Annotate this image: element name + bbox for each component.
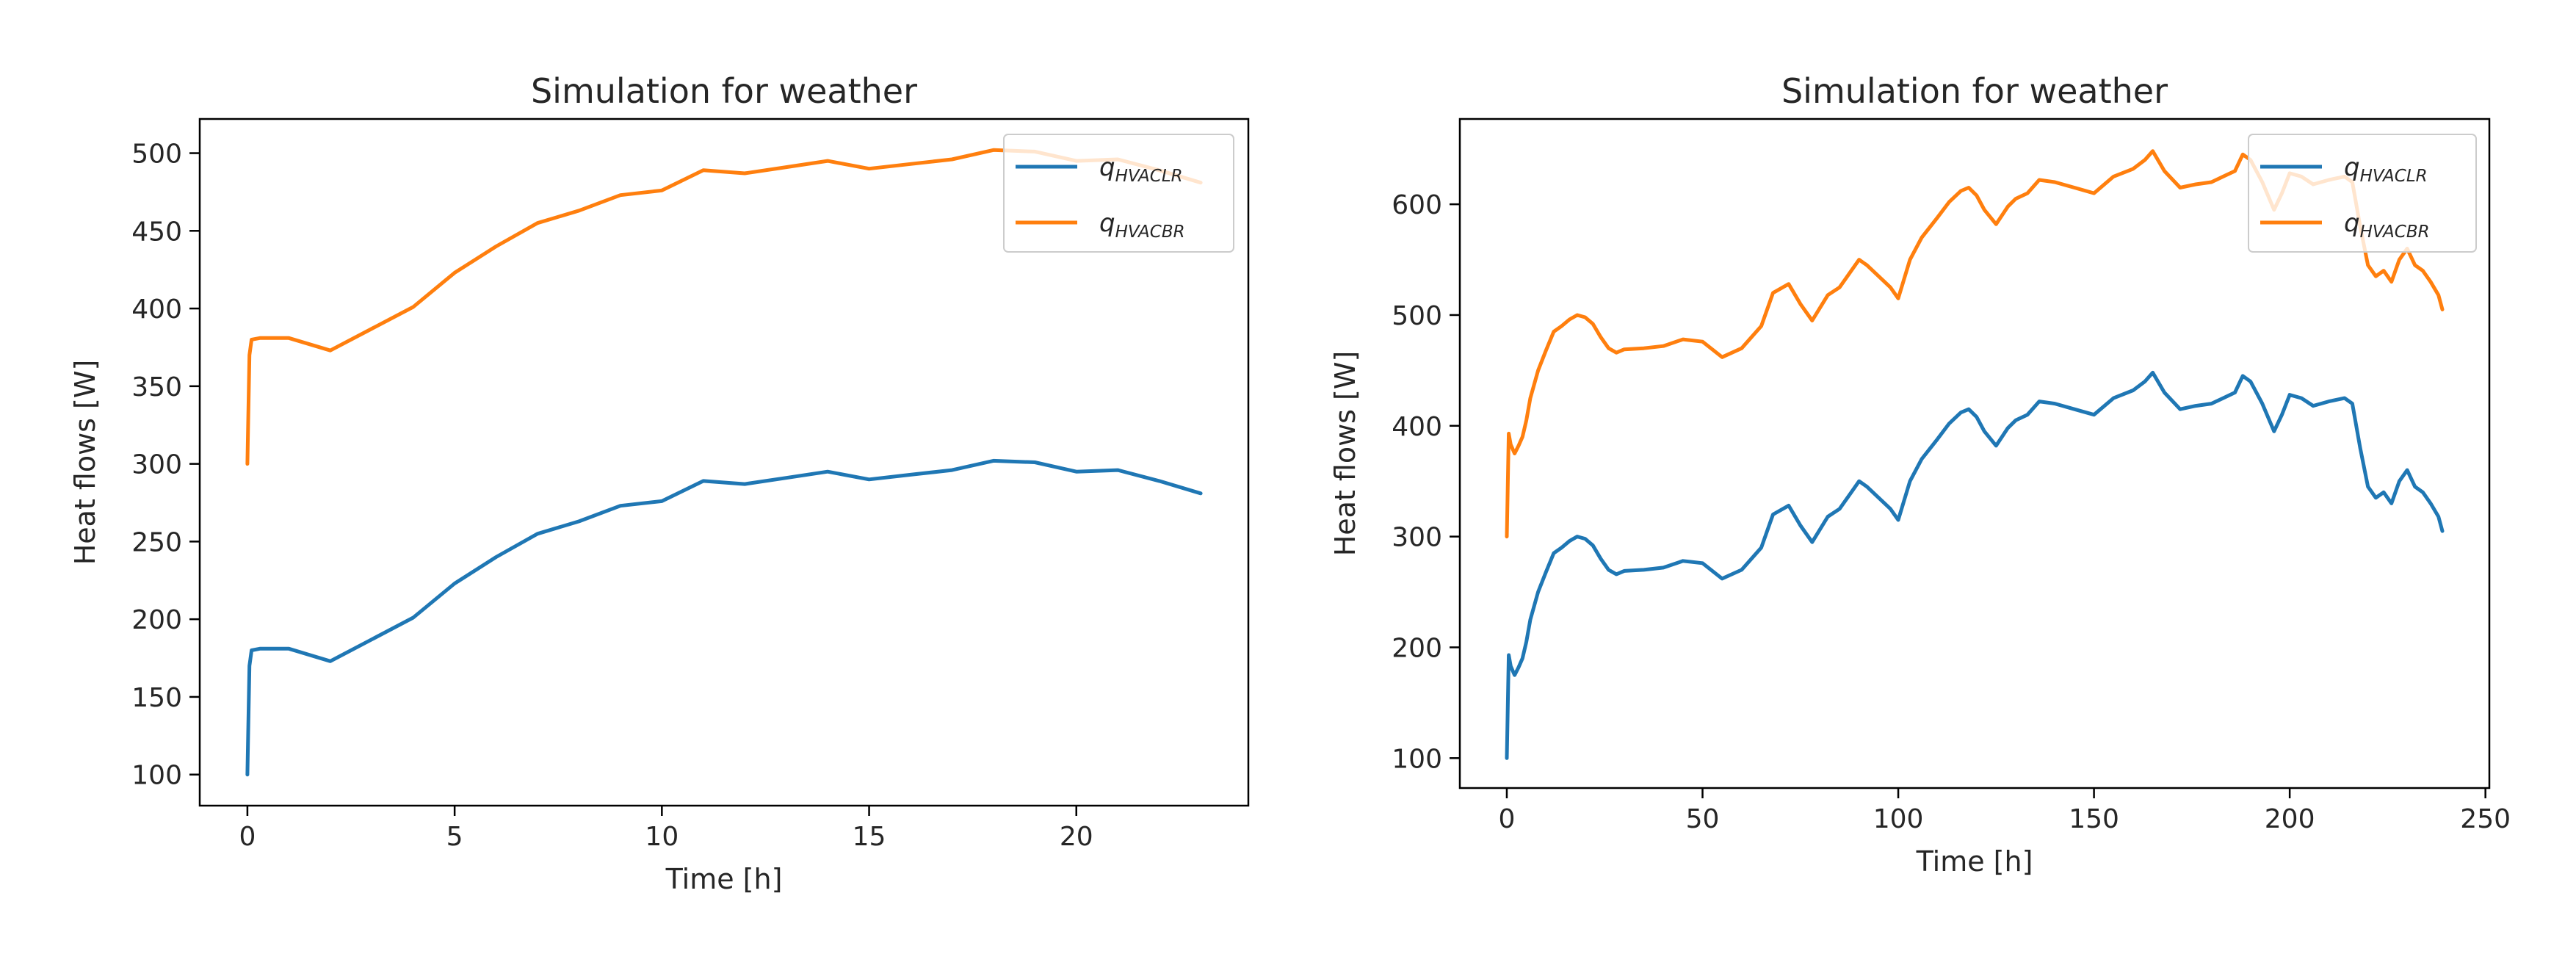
y-tick-label: 200: [1392, 633, 1442, 663]
series-line-hvaclr: [245, 458, 1203, 777]
legend-label-subscript: HVACBR: [1115, 223, 1185, 242]
chart-right: 0 50 100 150 200 250 100 200 300 400 500 600 Simulat…: [1329, 71, 2511, 878]
legend-label-subscript: HVACLR: [2360, 167, 2428, 186]
y-tick-label: 600: [1392, 190, 1442, 220]
plot-frame: [1458, 118, 2491, 789]
chart-left: 0 5 10 15 20 100 150 200 250 300 350 400 450 500 Simul…: [69, 71, 1250, 895]
legend-label-subscript: HVACBR: [2360, 223, 2430, 242]
x-tick-label: 200: [2265, 804, 2315, 834]
chart-title: Simulation for weather: [1781, 71, 2168, 111]
plot-frame: [198, 118, 1250, 807]
x-tick-label: 15: [853, 822, 886, 852]
legend-label-base: q: [2344, 209, 2360, 238]
y-axis-label: Heat flows [W]: [69, 360, 101, 565]
y-tick-label: 400: [131, 294, 182, 325]
legend-label: qHVACLR: [2344, 153, 2428, 186]
y-tick-label: 500: [131, 140, 182, 170]
y-tick-label: 300: [1392, 523, 1442, 553]
x-tick-label: 10: [645, 822, 679, 852]
x-axis-label: Time [h]: [665, 863, 783, 895]
chart-title: Simulation for weather: [531, 71, 917, 111]
legend-label-base: q: [1099, 153, 1115, 182]
x-tick-label: 50: [1686, 804, 1720, 834]
y-tick-label: 450: [131, 217, 182, 247]
legend-label-subscript: HVACLR: [1115, 167, 1183, 186]
x-tick-label: 0: [1499, 804, 1516, 834]
x-tick-label: 150: [2069, 804, 2119, 834]
x-tick-label: 100: [1873, 804, 1924, 834]
y-tick-label: 100: [131, 761, 182, 791]
x-tick-label: 250: [2460, 804, 2511, 834]
x-tick-label: 0: [239, 822, 256, 852]
legend-label-base: q: [1099, 209, 1115, 238]
series-line-hvaclr: [1505, 370, 2445, 760]
y-tick-label: 300: [131, 450, 182, 480]
x-tick-label: 5: [446, 822, 463, 852]
x-axis-label: Time [h]: [1916, 845, 2033, 878]
y-tick-label: 500: [1392, 301, 1442, 331]
x-tick-label: 20: [1060, 822, 1093, 852]
y-tick-label: 250: [131, 527, 182, 557]
y-tick-label: 350: [131, 372, 182, 402]
y-tick-label: 150: [131, 683, 182, 713]
legend-label: qHVACBR: [2344, 209, 2430, 242]
y-axis-label: Heat flows [W]: [1329, 351, 1361, 557]
y-tick-label: 400: [1392, 412, 1442, 442]
legend-label: qHVACBR: [1099, 209, 1185, 242]
legend-label: qHVACLR: [1099, 153, 1183, 186]
y-tick-label: 200: [131, 605, 182, 635]
legend-label-base: q: [2344, 153, 2360, 182]
y-tick-label: 100: [1392, 744, 1442, 774]
